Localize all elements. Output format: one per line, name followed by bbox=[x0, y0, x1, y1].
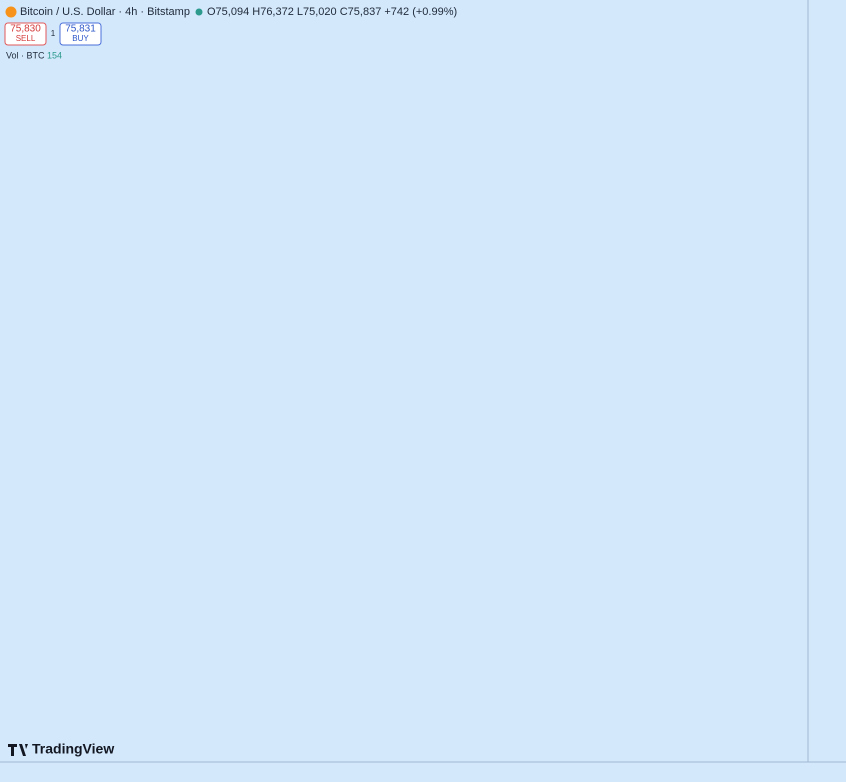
buy-price: 75,831 bbox=[65, 24, 96, 35]
sell-price: 75,830 bbox=[10, 24, 41, 35]
buy-button[interactable] bbox=[59, 22, 102, 46]
volume-label: Vol · BTC bbox=[6, 50, 45, 60]
sell-label: SELL bbox=[16, 34, 36, 43]
volume-value: 154 bbox=[47, 50, 62, 60]
bitcoin-icon bbox=[5, 6, 17, 18]
buy-label: BUY bbox=[72, 34, 89, 43]
symbol-title: Bitcoin / U.S. Dollar · 4h · Bitstamp bbox=[20, 6, 190, 18]
brand-logo bbox=[8, 744, 28, 756]
ohlc-stats: O75,094 H76,372 L75,020 C75,837 +742 (+0… bbox=[207, 6, 457, 18]
spread: 1 bbox=[51, 29, 56, 38]
market-status bbox=[195, 8, 203, 16]
brand-name: TradingView bbox=[32, 741, 114, 757]
brand: TradingView bbox=[8, 741, 114, 757]
sell-button[interactable] bbox=[4, 22, 47, 46]
